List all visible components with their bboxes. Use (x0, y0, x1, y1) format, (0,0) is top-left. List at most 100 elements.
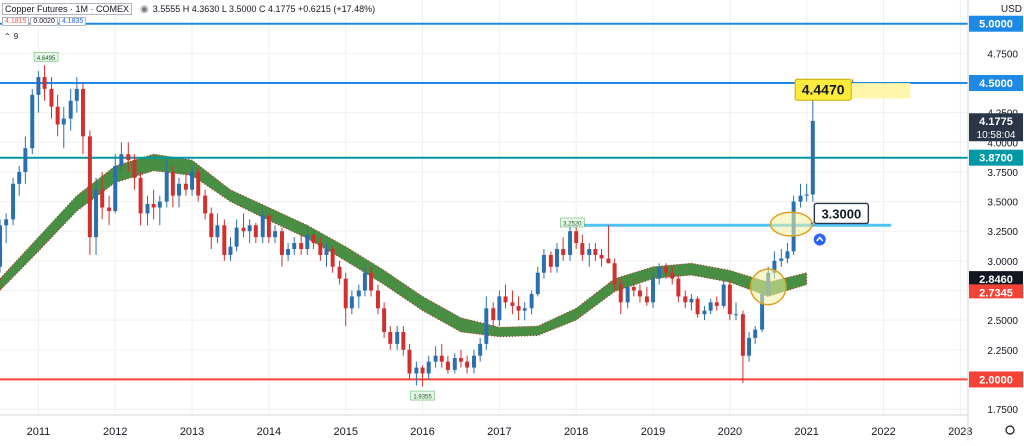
candle (138, 177, 143, 214)
y-tick-label: 2.2500 (987, 346, 1018, 357)
candle (561, 249, 566, 255)
candle (286, 249, 291, 255)
x-tick-label: 2022 (871, 426, 895, 438)
candle (753, 329, 758, 338)
bid-price[interactable]: 4.1815 (2, 17, 30, 26)
candle (132, 160, 137, 178)
candle (804, 194, 809, 196)
level-price-tag (969, 75, 1023, 91)
candle (68, 100, 73, 119)
candle (497, 296, 502, 321)
horizontal-levels (0, 22, 968, 381)
candle (625, 286, 630, 303)
candle (433, 355, 438, 362)
eye-icon[interactable]: ◉ (140, 3, 149, 15)
candle (30, 94, 35, 149)
price-tag-label: 2.8460 (979, 274, 1013, 286)
candle (94, 189, 99, 238)
candle (606, 258, 611, 264)
price-tag (969, 113, 1023, 142)
candle (318, 243, 323, 255)
x-tick-label: 2014 (257, 426, 281, 438)
candle (426, 361, 431, 374)
level-price-tag-label: 5.0000 (979, 19, 1013, 31)
candle (183, 183, 188, 190)
candle (330, 249, 335, 267)
candle (599, 254, 604, 259)
candle (708, 302, 713, 311)
currency-label: USD (1000, 4, 1022, 15)
candle (49, 88, 54, 107)
ma-ribbon-band (0, 153, 808, 338)
candle (222, 225, 227, 255)
candle (593, 249, 598, 255)
candle (356, 290, 361, 297)
overlays: 4.6495 3.2520 1.9355 4.4470 3.3000 (33, 51, 911, 401)
level-price-tag (969, 371, 1023, 388)
candle (145, 203, 150, 214)
candle (568, 231, 573, 255)
candle (80, 88, 85, 137)
candle (452, 358, 457, 370)
candle (740, 314, 745, 356)
candle (541, 254, 546, 273)
candle (458, 358, 463, 362)
symbol-legend: Copper Futures · 1M · COMEX ◉ 3.5555 H 4… (2, 2, 375, 16)
candle (299, 243, 304, 249)
extreme-annotation-box (410, 390, 435, 401)
callout-box (794, 78, 852, 101)
extreme-annotation-box (33, 51, 59, 62)
ask-price[interactable]: 4.1835 (58, 17, 87, 26)
candle (664, 266, 669, 273)
x-tick-label: 2023 (948, 426, 972, 438)
indicator-row: ⌃ 9 (4, 32, 18, 41)
candle (714, 302, 719, 306)
level-price-tag-label: 2.0000 (979, 374, 1013, 386)
y-tick-label: 1.7500 (987, 405, 1018, 416)
callout-value: 3.3000 (821, 206, 861, 221)
callout-value: 4.4470 (802, 81, 845, 97)
candle (779, 258, 784, 261)
candle (676, 278, 681, 297)
candle (253, 225, 258, 238)
candle (343, 278, 348, 309)
chevron-up-icon[interactable]: ⌃ (4, 32, 11, 41)
y-tick-label: 3.0000 (987, 257, 1018, 268)
candle (657, 266, 662, 279)
candle (311, 234, 316, 244)
x-tick-label: 2021 (794, 426, 818, 438)
candle (810, 120, 815, 195)
candle (395, 332, 400, 344)
candle (113, 166, 118, 212)
candle (747, 337, 752, 356)
indicator-count: 9 (13, 32, 19, 41)
candle (190, 171, 195, 190)
candle (119, 154, 124, 166)
candle (702, 310, 707, 315)
candle (727, 284, 732, 315)
candle (279, 231, 284, 255)
candle (798, 195, 803, 202)
candle (535, 272, 540, 295)
highlight-ellipse (769, 211, 813, 237)
candle (420, 367, 425, 374)
candles (0, 65, 815, 387)
candle (215, 225, 220, 238)
candle (644, 296, 649, 303)
candle (478, 343, 483, 356)
candle (228, 246, 233, 255)
candle (484, 308, 489, 344)
symbol-title[interactable]: Copper Futures · 1M · COMEX (2, 3, 133, 15)
y-tick-label: 3.2500 (987, 227, 1018, 238)
callout-box (813, 202, 870, 225)
candle (587, 249, 592, 255)
candle (362, 272, 367, 291)
candle (618, 284, 623, 303)
candle (4, 219, 9, 226)
candle (42, 77, 47, 89)
candle (439, 355, 444, 362)
level-price-tag-label: 3.8700 (979, 153, 1013, 165)
